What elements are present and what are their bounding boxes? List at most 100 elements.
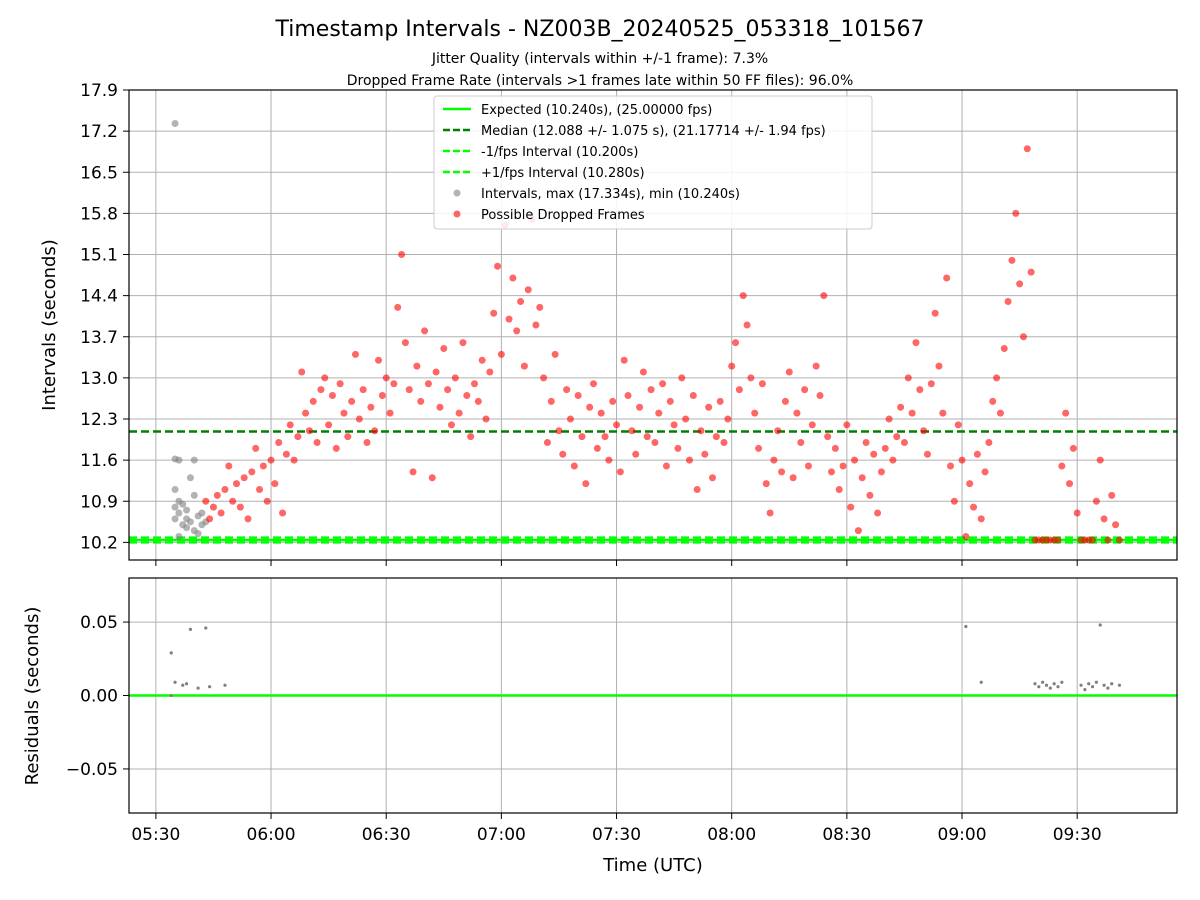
residual-point — [1033, 682, 1037, 686]
x-axis-label: Time (UTC) — [602, 855, 703, 876]
intervals-y-tick-label: 17.9 — [80, 81, 118, 101]
residual-point — [188, 627, 193, 632]
dropped-frame-point — [432, 368, 440, 376]
dropped-frame-point — [444, 386, 452, 394]
dropped-frame-point — [1062, 409, 1070, 417]
dropped-frame-point — [828, 468, 836, 476]
dropped-frame-point — [1027, 268, 1035, 276]
dropped-frame-point — [647, 386, 655, 394]
dropped-frame-point — [286, 421, 294, 429]
dropped-frame-point — [256, 486, 264, 493]
dropped-frame-point — [1066, 480, 1074, 488]
dropped-frame-point — [785, 368, 793, 376]
dropped-frame-point — [1054, 536, 1062, 544]
dropped-frame-point — [505, 315, 513, 323]
dropped-frame-point — [259, 462, 267, 470]
dropped-frame-point — [375, 356, 383, 364]
interval-point — [175, 509, 183, 517]
x-tick-label: 08:30 — [822, 825, 871, 845]
dropped-frame-point — [409, 468, 417, 476]
residual-point — [208, 685, 212, 689]
x-tick-label: 05:30 — [131, 825, 180, 845]
dropped-frame-point — [248, 468, 256, 476]
intervals-y-tick-label: 15.1 — [80, 246, 118, 266]
dropped-frame-point — [747, 374, 755, 382]
dropped-frame-point — [920, 427, 928, 435]
dropped-frame-point — [421, 327, 429, 335]
dropped-frame-point — [935, 362, 943, 370]
dropped-frame-point — [985, 439, 993, 446]
dropped-frame-point — [778, 468, 786, 476]
dropped-frame-point — [328, 392, 336, 399]
dropped-frame-point — [801, 386, 809, 394]
dropped-frame-point — [970, 503, 978, 511]
dropped-frame-point — [494, 262, 502, 270]
dropped-frame-point — [225, 462, 233, 470]
dropped-frame-point — [854, 527, 862, 535]
dropped-frame-point — [678, 374, 686, 382]
intervals-plot-frame — [128, 89, 1178, 561]
dropped-frame-point — [755, 444, 763, 452]
dropped-frame-point — [912, 339, 920, 347]
intervals-y-tick-label: 13.7 — [80, 328, 118, 348]
dropped-frame-point — [808, 421, 816, 429]
dropped-frame-point — [221, 486, 229, 493]
dropped-frame-point — [578, 433, 586, 441]
residual-point — [173, 680, 177, 684]
dropped-frame-point — [593, 444, 601, 452]
residual-point — [181, 683, 185, 687]
dropped-frame-point — [904, 374, 912, 382]
residuals-y-axis-label: Residuals (seconds) — [22, 607, 43, 786]
dropped-frame-point — [839, 462, 847, 470]
residual-point — [979, 680, 983, 684]
dropped-frame-point — [382, 374, 390, 382]
residual-point — [196, 686, 200, 690]
dropped-frame-point — [774, 427, 782, 435]
dropped-frame-point — [789, 474, 797, 482]
dropped-frame-point — [459, 339, 467, 347]
dropped-frame-point — [240, 474, 248, 482]
residual-point — [169, 651, 173, 655]
residuals-y-tick-label: 0.05 — [80, 613, 118, 633]
x-tick-label: 09:00 — [938, 825, 987, 845]
residual-point — [1044, 683, 1049, 687]
dropped-frame-point — [916, 386, 924, 394]
dropped-frame-point — [947, 462, 955, 470]
interval-point — [190, 456, 198, 464]
interval-point — [186, 474, 194, 482]
dropped-frame-point — [889, 456, 897, 464]
dropped-frame-point — [298, 368, 306, 376]
dropped-frame-point — [336, 380, 344, 388]
dropped-frame-point — [451, 374, 459, 382]
interval-point — [186, 518, 194, 526]
dropped-frame-point — [893, 433, 901, 441]
residual-point — [1041, 680, 1045, 684]
dropped-frame-point — [643, 433, 651, 441]
dropped-frame-point — [720, 439, 728, 446]
dropped-frame-point — [490, 309, 498, 317]
dropped-frame-point — [781, 397, 789, 405]
dropped-frame-point — [332, 444, 340, 452]
dropped-frame-point — [1108, 491, 1116, 499]
dropped-frame-point — [309, 397, 317, 405]
dropped-frame-point — [478, 356, 486, 364]
dropped-frame-point — [766, 509, 774, 517]
dropped-frame-point — [613, 421, 621, 429]
interval-point — [171, 515, 179, 523]
interval-point — [190, 491, 198, 499]
dropped-frame-point — [870, 450, 878, 458]
residual-point — [1048, 686, 1052, 690]
dropped-frame-point — [670, 421, 678, 429]
dropped-frame-point — [1073, 509, 1081, 517]
dropped-frame-point — [636, 403, 644, 411]
dropped-frame-point — [321, 374, 329, 382]
intervals-y-tick-label: 10.9 — [80, 492, 118, 512]
dropped-frame-point — [996, 409, 1004, 417]
dropped-frame-point — [1016, 280, 1024, 288]
dropped-frame-point — [881, 444, 889, 452]
x-tick-label: 07:30 — [592, 825, 641, 845]
dropped-frame-point — [1100, 515, 1108, 523]
dropped-frame-point — [282, 450, 290, 458]
dropped-frame-point — [989, 397, 997, 405]
dropped-frame-point — [520, 362, 528, 370]
